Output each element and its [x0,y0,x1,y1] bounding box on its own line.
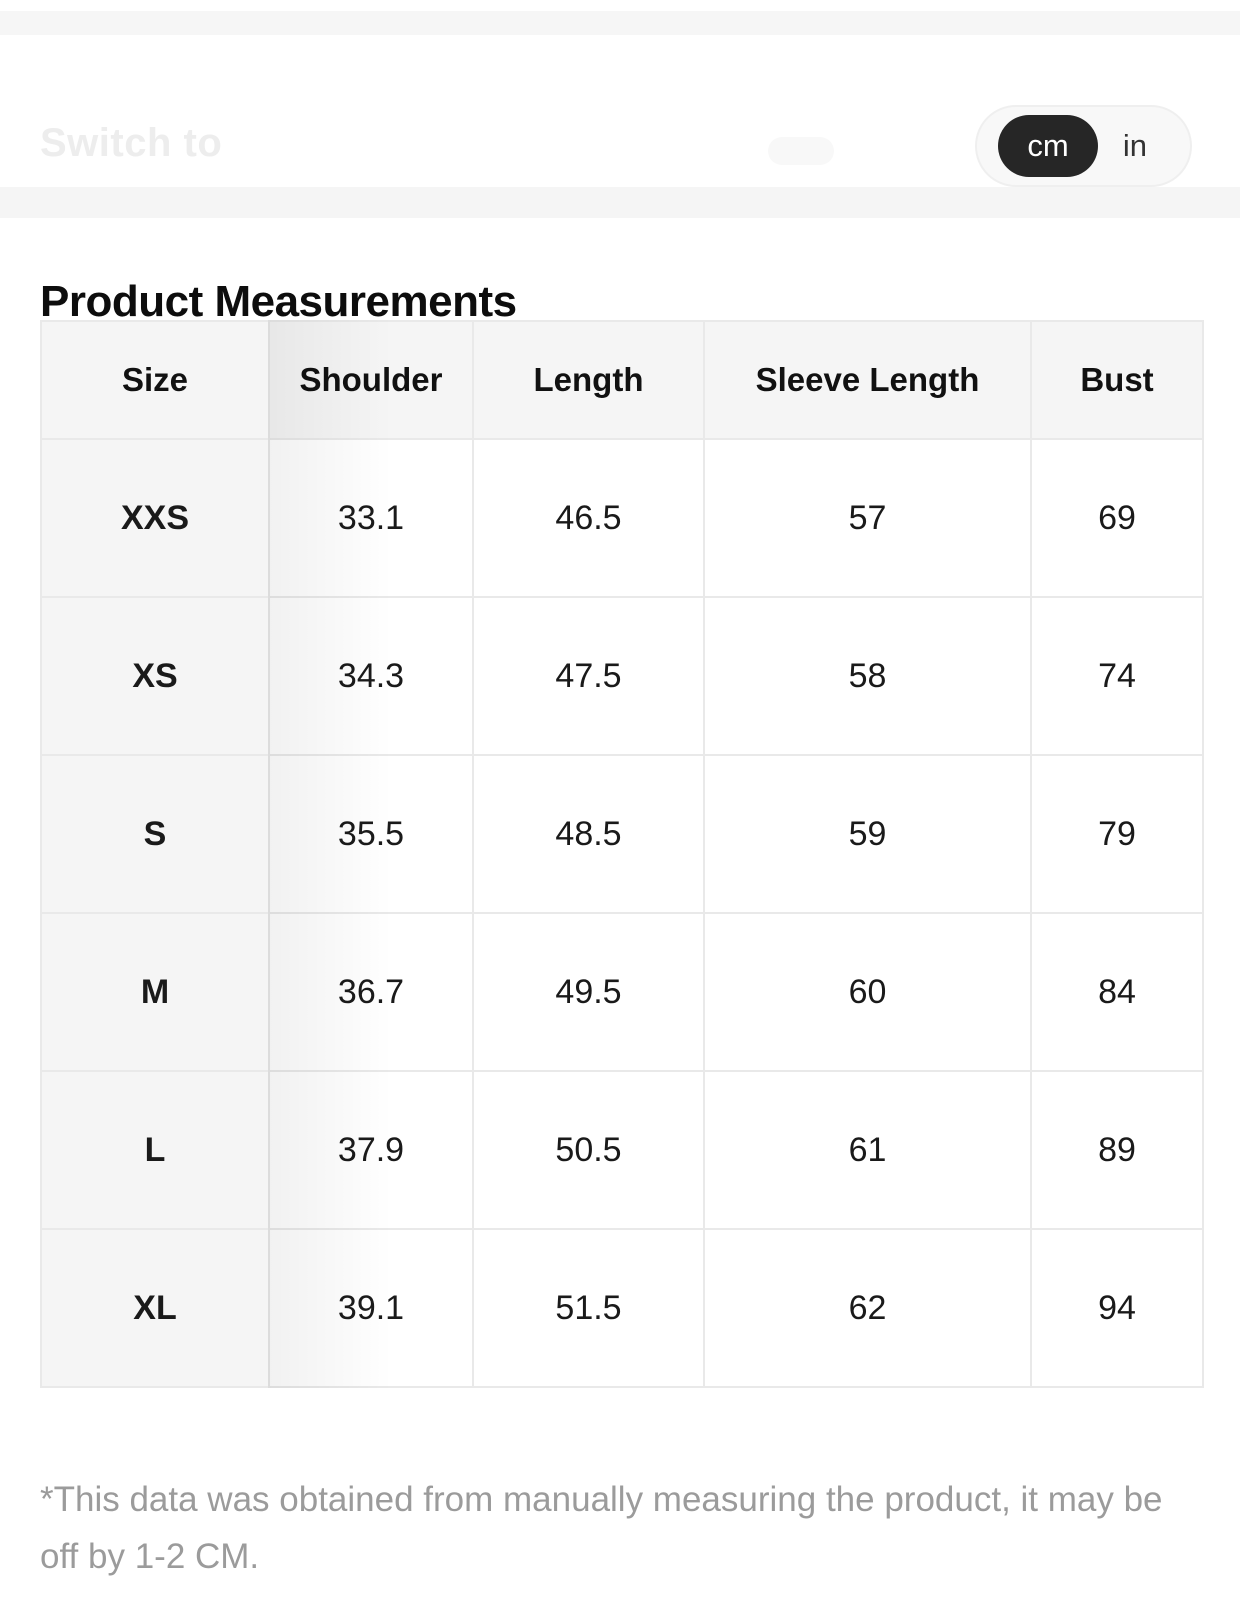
top-divider-strip [0,11,1240,35]
size-label: XXS [40,438,270,598]
cell-value: 50.5 [472,1070,705,1230]
cell-value: 51.5 [472,1228,705,1388]
cell-value: 57 [703,438,1032,598]
column-header-bust: Bust [1030,320,1204,440]
cell-value: 47.5 [472,596,705,756]
unit-toggle-in[interactable]: in [1122,128,1148,163]
cell-value: 60 [703,912,1032,1072]
cell-value: 79 [1030,754,1204,914]
column-header-size: Size [40,320,270,440]
cell-value: 61 [703,1070,1032,1230]
cell-value: 74 [1030,596,1204,756]
cell-value: 94 [1030,1228,1204,1388]
table-row: XXS 33.1 46.5 57 69 [40,438,1204,598]
table-row: L 37.9 50.5 61 89 [40,1070,1204,1230]
cell-value: 84 [1030,912,1204,1072]
measurements-table-scroll-area[interactable]: Size Shoulder Length Sleeve Length Bust … [40,320,1204,1388]
section-divider-band [0,187,1240,218]
column-header-shoulder: Shoulder [268,320,474,440]
unit-toggle-cm-selected[interactable]: cm [998,115,1098,177]
table-row: S 35.5 48.5 59 79 [40,754,1204,914]
size-label: XL [40,1228,270,1388]
cell-value: 46.5 [472,438,705,598]
cell-value: 33.1 [268,438,474,598]
switch-to-ghost-label: Switch to [40,121,223,165]
table-row: XS 34.3 47.5 58 74 [40,596,1204,756]
cell-value: 69 [1030,438,1204,598]
header-bar: Switch to cm in [0,35,1240,187]
table-row: M 36.7 49.5 60 84 [40,912,1204,1072]
cell-value: 48.5 [472,754,705,914]
table-row: XL 39.1 51.5 62 94 [40,1228,1204,1388]
size-label: L [40,1070,270,1230]
column-header-sleeve-length: Sleeve Length [703,320,1032,440]
size-label: M [40,912,270,1072]
measurement-disclaimer-note: *This data was obtained from manually me… [40,1480,1163,1576]
table-header-row: Size Shoulder Length Sleeve Length Bust [40,320,1204,440]
cell-value: 36.7 [268,912,474,1072]
cell-value: 58 [703,596,1032,756]
size-label: S [40,754,270,914]
faded-artifact [768,137,834,165]
column-header-length: Length [472,320,705,440]
cell-value: 34.3 [268,596,474,756]
cell-value: 62 [703,1228,1032,1388]
unit-toggle[interactable]: cm in [975,105,1192,187]
measurements-table: Size Shoulder Length Sleeve Length Bust … [40,320,1204,1388]
page-title: Product Measurements [40,277,517,327]
cell-value: 35.5 [268,754,474,914]
cell-value: 49.5 [472,912,705,1072]
cell-value: 37.9 [268,1070,474,1230]
size-label: XS [40,596,270,756]
cell-value: 39.1 [268,1228,474,1388]
cell-value: 89 [1030,1070,1204,1230]
cell-value: 59 [703,754,1032,914]
